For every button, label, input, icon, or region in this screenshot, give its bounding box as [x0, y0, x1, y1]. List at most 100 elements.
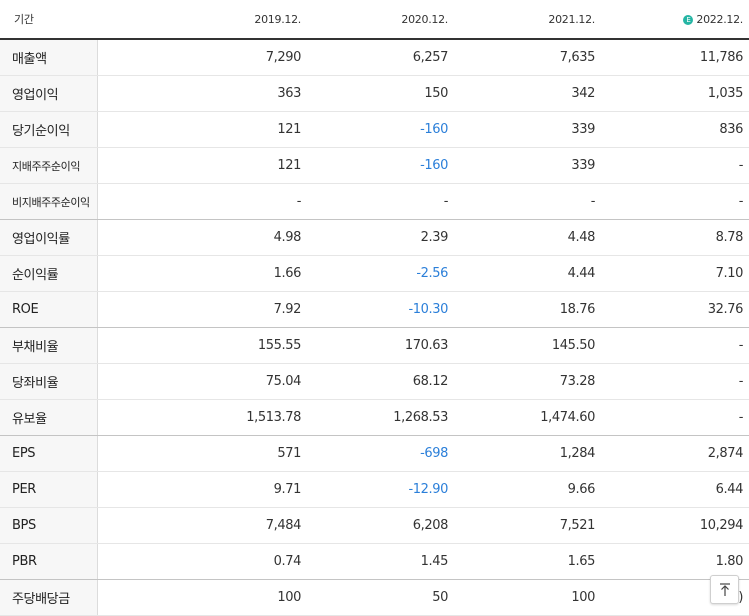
table-row-reserve-ratio: 유보율 1,513.78 1,268.53 1,474.60- — [0, 399, 749, 436]
table-cell: 145.50 — [454, 327, 601, 364]
table-cell: -160 — [307, 111, 454, 148]
table-cell: 7,635 — [454, 39, 601, 76]
table-row-revenue: 매출액 7,290 6,257 7,635 11,786 — [0, 39, 749, 76]
table-cell: 7.92 — [97, 291, 307, 328]
row-label: 비지배주주순이익 — [0, 183, 98, 220]
estimate-icon: E — [683, 14, 694, 25]
table-row-net-margin: 순이익률 1.66 -2.56 4.44 7.10 — [0, 255, 749, 292]
table-cell: 1,035 — [601, 75, 749, 112]
row-label: EPS — [0, 435, 98, 472]
row-label: 매출액 — [0, 39, 98, 76]
table-cell: 7,290 — [97, 39, 307, 76]
table-cell: 1,513.78 — [97, 399, 307, 436]
table-cell: 1.45 — [307, 543, 454, 580]
table-cell: -12.90 — [307, 471, 454, 508]
table-cell: 150 — [307, 75, 454, 112]
table-row-quick-ratio: 당좌비율 75.04 68.12 73.28- — [0, 363, 749, 400]
table-cell: - — [454, 183, 601, 220]
table-cell: 4.98 — [97, 219, 307, 256]
table-row-roe: ROE 7.92 -10.30 18.76 32.76 — [0, 291, 749, 328]
table-cell: 121 — [97, 147, 307, 184]
period-header-2021: 2021.12. — [454, 0, 601, 40]
table-cell: 170.63 — [307, 327, 454, 364]
table-cell: 73.28 — [454, 363, 601, 400]
table-cell: 100 — [454, 579, 601, 616]
table-row-dividend-per-share: 주당배당금 100 50 100) — [0, 579, 749, 616]
table-row-operating-margin: 영업이익률 4.98 2.39 4.48 8.78 — [0, 219, 749, 256]
table-cell: 1,284 — [454, 435, 601, 472]
row-label: 유보율 — [0, 399, 98, 436]
table-cell: 9.66 — [454, 471, 601, 508]
table-cell: 342 — [454, 75, 601, 112]
period-header-2020: 2020.12. — [307, 0, 454, 40]
table-cell: 339 — [454, 111, 601, 148]
row-label: 영업이익 — [0, 75, 98, 112]
table-cell: 0.74 — [97, 543, 307, 580]
table-cell: 75.04 — [97, 363, 307, 400]
table-cell: - — [601, 399, 749, 436]
period-header-label: 기간 — [0, 0, 97, 40]
table-row-eps: EPS 571 -698 1,284 2,874 — [0, 435, 749, 472]
row-label: 당기순이익 — [0, 111, 98, 148]
table-cell: 32.76 — [601, 291, 749, 328]
table-cell: 68.12 — [307, 363, 454, 400]
table-row-debt-ratio: 부채비율 155.55 170.63 145.50- — [0, 327, 749, 364]
table-row-noncontrolling-net-income: 비지배주주순이익 - - - - — [0, 183, 749, 220]
table-cell: 363 — [97, 75, 307, 112]
table-row-controlling-net-income: 지배주주순이익 121 -160 339- — [0, 147, 749, 184]
table-cell: - — [307, 183, 454, 220]
table-header-row: 기간 2019.12. 2020.12. 2021.12. E 2022.12. — [0, 0, 749, 40]
table-cell: 1.80 — [601, 543, 749, 580]
table-cell: 1.65 — [454, 543, 601, 580]
table-cell: 100 — [97, 579, 307, 616]
table-cell: 121 — [97, 111, 307, 148]
table-cell: -698 — [307, 435, 454, 472]
table-cell: 7,484 — [97, 507, 307, 544]
row-label: PBR — [0, 543, 98, 580]
table-cell: 836 — [601, 111, 749, 148]
table-cell: - — [97, 183, 307, 220]
table-cell: -160 — [307, 147, 454, 184]
row-label: BPS — [0, 507, 98, 544]
table-cell: - — [601, 363, 749, 400]
row-label: 순이익률 — [0, 255, 98, 292]
table-cell: 9.71 — [97, 471, 307, 508]
row-label: 당좌비율 — [0, 363, 98, 400]
table-row-operating-profit: 영업이익 363 150 342 1,035 — [0, 75, 749, 112]
table-cell: 18.76 — [454, 291, 601, 328]
table-cell: 1,474.60 — [454, 399, 601, 436]
table-cell: 11,786 — [601, 39, 749, 76]
table-row-net-income: 당기순이익 121 -160 339 836 — [0, 111, 749, 148]
table-cell: 50 — [307, 579, 454, 616]
table-row-pbr: PBR 0.74 1.45 1.65 1.80 — [0, 543, 749, 580]
scroll-to-top-button[interactable] — [710, 575, 739, 604]
table-cell: 7.10 — [601, 255, 749, 292]
table-cell: 155.55 — [97, 327, 307, 364]
table-cell: 7,521 — [454, 507, 601, 544]
table-cell: 10,294 — [601, 507, 749, 544]
period-header-2022: E 2022.12. — [601, 0, 749, 40]
table-cell: 1.66 — [97, 255, 307, 292]
table-row-bps: BPS 7,484 6,208 7,521 10,294 — [0, 507, 749, 544]
period-header-2022-label: 2022.12. — [696, 12, 743, 26]
table-cell: 339 — [454, 147, 601, 184]
table-cell: 1,268.53 — [307, 399, 454, 436]
table-cell: - — [601, 183, 749, 220]
table-cell: 4.44 — [454, 255, 601, 292]
table-row-per: PER 9.71 -12.90 9.66 6.44 — [0, 471, 749, 508]
arrow-up-to-top-icon — [719, 582, 730, 596]
table-cell: 4.48 — [454, 219, 601, 256]
row-label: 영업이익률 — [0, 219, 98, 256]
period-header-2019: 2019.12. — [97, 0, 307, 40]
table-cell: -10.30 — [307, 291, 454, 328]
row-label: ROE — [0, 291, 98, 328]
table-cell: - — [601, 327, 749, 364]
row-label: PER — [0, 471, 98, 508]
table-cell: - — [601, 147, 749, 184]
table-cell: 571 — [97, 435, 307, 472]
table-cell: 6,208 — [307, 507, 454, 544]
row-label: 부채비율 — [0, 327, 98, 364]
table-cell: 2.39 — [307, 219, 454, 256]
row-label: 주당배당금 — [0, 579, 98, 616]
